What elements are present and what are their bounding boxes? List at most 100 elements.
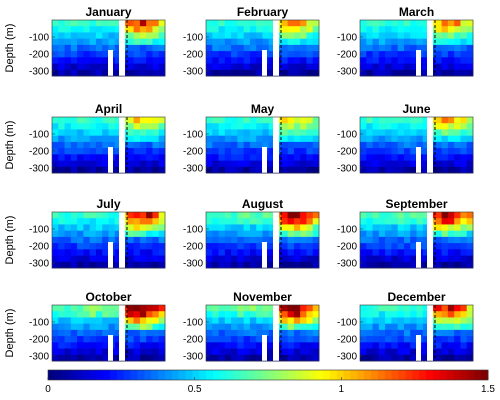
heatmap-cell — [231, 123, 238, 130]
heatmap-cell — [372, 261, 380, 269]
heatmap-cell — [306, 243, 314, 250]
heatmap-cell — [441, 243, 449, 250]
heatmap-cell — [397, 305, 405, 312]
heatmap-cell — [64, 63, 72, 71]
heatmap-cell — [77, 249, 84, 256]
heatmap-cell — [224, 44, 232, 52]
heatmap-cell — [58, 26, 65, 33]
heatmap-cell — [293, 26, 301, 33]
heatmap-cell — [127, 166, 135, 174]
heatmap-cell — [139, 51, 147, 58]
heatmap-cell — [460, 305, 468, 312]
heatmap-cell — [139, 230, 147, 238]
heatmap-cell — [146, 51, 153, 58]
heatmap-cell — [64, 342, 72, 349]
heatmap-cell — [152, 57, 160, 64]
heatmap-cell — [114, 135, 122, 143]
heatmap-cell — [460, 51, 468, 58]
heatmap-cell — [378, 243, 386, 250]
y-tick-label: -100 — [29, 224, 49, 235]
heatmap-cell — [70, 224, 78, 232]
heatmap-cell — [410, 249, 417, 256]
heatmap-cell — [460, 117, 468, 124]
heatmap-cell — [95, 212, 103, 219]
heatmap-cell — [158, 249, 166, 256]
heatmap-cell — [58, 336, 65, 343]
heatmap-cell — [224, 323, 232, 331]
heatmap-cell — [102, 336, 109, 343]
heatmap-cell — [224, 224, 232, 232]
heatmap-cell — [410, 305, 417, 312]
heatmap-cell — [262, 32, 270, 40]
heatmap-cell — [70, 160, 78, 168]
heatmap-cell — [243, 354, 251, 362]
heatmap-cell — [231, 160, 238, 168]
heatmap-cell — [146, 44, 153, 52]
y-tick-label: -200 — [337, 241, 357, 252]
heatmap-cell — [293, 218, 301, 225]
heatmap-cell — [403, 123, 411, 130]
heatmap-cell — [158, 329, 166, 337]
heatmap-cell — [114, 354, 122, 362]
heatmap-cell — [306, 69, 314, 77]
heatmap-cell — [300, 63, 307, 71]
heatmap-cell — [256, 160, 263, 168]
heatmap-cell — [378, 218, 386, 225]
heatmap-cell — [114, 20, 122, 27]
heatmap-cell — [378, 141, 386, 149]
colorbar-segment — [274, 370, 283, 380]
heatmap-cell — [52, 323, 59, 331]
y-tick-label: -200 — [183, 334, 203, 345]
heatmap-cell — [268, 160, 276, 168]
heatmap-cell — [378, 160, 386, 168]
heatmap-cell — [237, 317, 245, 325]
heatmap-cell — [243, 69, 251, 77]
heatmap-cell — [312, 20, 320, 27]
heatmap-cell — [52, 20, 59, 27]
colorbar-segment — [247, 370, 255, 380]
heatmap-cell — [391, 148, 399, 155]
heatmap-cell — [231, 261, 238, 269]
heatmap-cell — [268, 20, 276, 27]
heatmap-cell — [281, 212, 289, 219]
heatmap-cell — [58, 342, 65, 349]
heatmap-cell — [300, 20, 307, 27]
heatmap-cell — [152, 26, 160, 33]
heatmap-cell — [447, 336, 455, 343]
heatmap-cell — [397, 243, 405, 250]
heatmap-cell — [422, 123, 430, 130]
colorbar-segment — [192, 370, 200, 380]
heatmap-cell — [422, 166, 430, 174]
heatmap-cell — [77, 148, 84, 155]
heatmap-cell — [224, 218, 232, 225]
heatmap-cell — [300, 166, 307, 174]
heatmap-cell — [366, 51, 373, 58]
heatmap-cell — [312, 32, 320, 40]
heatmap-cell — [441, 57, 449, 64]
heatmap-cell — [218, 311, 226, 318]
heatmap-cell — [466, 212, 474, 219]
heatmap-cell — [127, 148, 135, 155]
heatmap-cell — [206, 57, 213, 64]
heatmap-cell — [146, 160, 153, 168]
heatmap-cell — [378, 329, 386, 337]
heatmap-cell — [218, 255, 226, 263]
heatmap-cell — [366, 342, 373, 349]
heatmap-cell — [218, 354, 226, 362]
heatmap-cell — [403, 255, 411, 263]
heatmap-cell — [64, 255, 72, 263]
heatmap-cell — [52, 63, 59, 71]
heatmap-cell — [139, 129, 147, 137]
white-gap — [119, 117, 125, 173]
heatmap-cell — [58, 38, 65, 46]
heatmap-cell — [139, 311, 147, 318]
y-tick-label: -200 — [337, 146, 357, 157]
heatmap-cell — [287, 305, 295, 312]
heatmap-cell — [206, 32, 213, 40]
heatmap-cell — [416, 26, 424, 33]
heatmap-cell — [249, 323, 257, 331]
heatmap-cell — [158, 230, 166, 238]
panel-title-april: April — [95, 102, 122, 116]
heatmap-cell — [460, 141, 468, 149]
heatmap-cell — [83, 212, 91, 219]
